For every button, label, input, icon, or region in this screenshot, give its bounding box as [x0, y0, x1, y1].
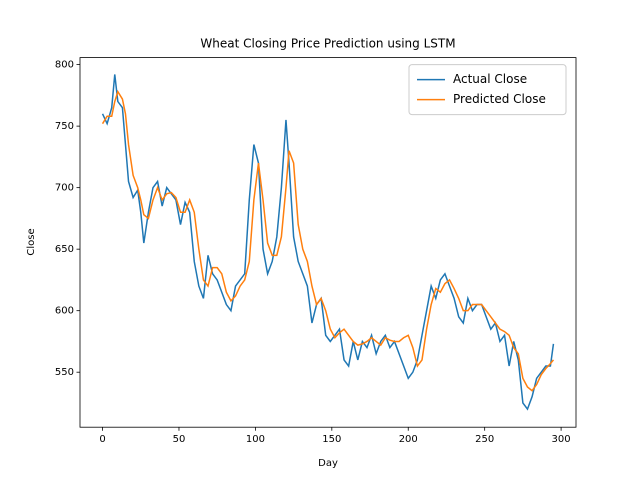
- legend: Actual Close Predicted Close: [408, 64, 567, 116]
- x-tick-label: 100: [246, 434, 265, 445]
- plot-area: [101, 74, 555, 411]
- x-axis-label: Day: [318, 458, 338, 469]
- y-tick-label: 800: [55, 60, 74, 71]
- y-tick-label: 700: [55, 183, 74, 194]
- legend-box: [408, 64, 567, 116]
- x-tick-label: 300: [552, 434, 571, 445]
- x-tick-label: 0: [99, 434, 105, 445]
- legend-label: Actual Close: [453, 72, 527, 86]
- x-tick-label: 150: [322, 434, 341, 445]
- y-axis-label: Close: [26, 228, 37, 255]
- legend-label: Predicted Close: [453, 92, 546, 106]
- axes-frame: [79, 57, 577, 428]
- x-tick-label: 200: [399, 434, 418, 445]
- y-tick-label: 750: [55, 121, 74, 132]
- y-tick-label: 600: [55, 306, 74, 317]
- x-tick-label: 250: [475, 434, 494, 445]
- x-tick-label: 50: [173, 434, 186, 445]
- y-tick-label: 550: [55, 367, 74, 378]
- series-line: [101, 89, 555, 392]
- y-tick-label: 650: [55, 244, 74, 255]
- chart-title: Wheat Closing Price Prediction using LST…: [200, 37, 455, 51]
